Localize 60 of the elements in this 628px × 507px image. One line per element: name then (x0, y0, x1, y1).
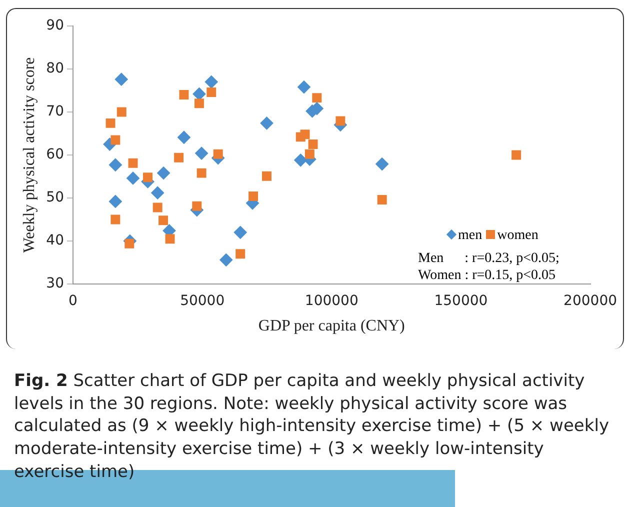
y-tick-label: 60 (46, 146, 64, 163)
point (110, 214, 120, 224)
point (376, 158, 389, 171)
point (151, 186, 164, 200)
x-tick-label: 150000 (434, 293, 488, 310)
point (108, 194, 122, 208)
annotation: Women : r=0.15, p<0.05 (418, 267, 557, 284)
annotation: Men : r=0.23, p<0.05; (418, 250, 560, 267)
point (512, 150, 522, 160)
point (206, 87, 216, 97)
point (152, 202, 162, 212)
y-tick-label: 90 (46, 18, 64, 34)
x-tick-label: 200000 (564, 293, 618, 310)
x-tick-label: 100000 (304, 293, 358, 310)
legend-label: men (457, 228, 482, 244)
point (377, 194, 387, 204)
point (195, 146, 208, 160)
point (157, 166, 170, 180)
point (108, 158, 122, 172)
point (128, 158, 138, 168)
point (192, 87, 206, 100)
x-axis-title: GDP per capita (CNY) (258, 318, 405, 335)
point (300, 130, 310, 140)
point (110, 135, 120, 145)
point (179, 90, 189, 100)
point (165, 234, 175, 244)
y-tick-label: 40 (46, 232, 64, 249)
point (192, 201, 202, 211)
point (312, 93, 322, 103)
point (213, 149, 223, 159)
point (158, 216, 168, 226)
point (220, 253, 233, 266)
legend-label: women (496, 228, 538, 244)
point (304, 149, 314, 159)
point (124, 238, 134, 248)
y-tick-label: 50 (46, 190, 64, 206)
point (308, 140, 318, 149)
point (177, 130, 190, 144)
x-tick-label: 0 (68, 293, 78, 310)
x-tick-label: 50000 (180, 293, 225, 310)
y-tick-label: 30 (46, 276, 64, 292)
y-tick-label: 70 (46, 104, 64, 120)
point (126, 172, 140, 185)
point (204, 75, 218, 88)
point (234, 226, 247, 239)
point (248, 192, 258, 202)
point (143, 172, 152, 182)
y-tick-label: 80 (46, 60, 64, 77)
point (336, 116, 346, 126)
point (106, 118, 116, 128)
y-axis-title: Weekly physical activity score (20, 57, 38, 253)
point (174, 152, 184, 162)
point (196, 168, 206, 178)
point (236, 249, 246, 259)
point (116, 107, 126, 117)
point (297, 80, 310, 94)
point (260, 116, 274, 130)
point (194, 98, 204, 108)
point (114, 72, 128, 86)
point (262, 171, 272, 181)
